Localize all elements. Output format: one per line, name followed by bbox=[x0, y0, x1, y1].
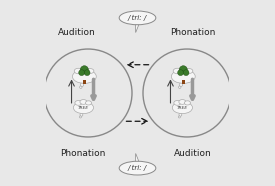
Ellipse shape bbox=[80, 100, 87, 104]
Text: / tri: /: / tri: / bbox=[128, 15, 147, 21]
Circle shape bbox=[84, 70, 90, 76]
Circle shape bbox=[79, 70, 84, 76]
Ellipse shape bbox=[185, 101, 191, 105]
Ellipse shape bbox=[75, 100, 82, 105]
Ellipse shape bbox=[80, 67, 89, 73]
Ellipse shape bbox=[171, 70, 195, 83]
Text: TREE: TREE bbox=[177, 106, 188, 110]
Ellipse shape bbox=[119, 11, 156, 25]
Ellipse shape bbox=[87, 69, 94, 73]
Ellipse shape bbox=[179, 100, 186, 104]
Circle shape bbox=[79, 116, 81, 118]
Circle shape bbox=[80, 66, 88, 74]
Circle shape bbox=[178, 70, 183, 76]
Text: TREE: TREE bbox=[78, 106, 89, 110]
Bar bbox=[182, 80, 185, 84]
Polygon shape bbox=[135, 24, 139, 33]
Ellipse shape bbox=[179, 67, 188, 73]
Ellipse shape bbox=[119, 161, 156, 175]
Circle shape bbox=[179, 66, 187, 74]
Circle shape bbox=[80, 83, 84, 86]
Ellipse shape bbox=[173, 68, 182, 74]
Ellipse shape bbox=[72, 70, 96, 83]
Text: Phonation: Phonation bbox=[60, 149, 105, 158]
Polygon shape bbox=[135, 153, 139, 162]
Ellipse shape bbox=[73, 102, 94, 114]
Ellipse shape bbox=[174, 100, 181, 105]
Text: Audition: Audition bbox=[58, 28, 96, 37]
Text: Audition: Audition bbox=[174, 149, 211, 158]
Circle shape bbox=[80, 113, 83, 116]
Text: Phonation: Phonation bbox=[170, 28, 215, 37]
Ellipse shape bbox=[74, 68, 82, 74]
Bar bbox=[83, 80, 86, 84]
Ellipse shape bbox=[172, 102, 192, 114]
Ellipse shape bbox=[86, 101, 92, 105]
Circle shape bbox=[178, 86, 181, 88]
Circle shape bbox=[178, 116, 180, 118]
Text: / tri: /: / tri: / bbox=[128, 165, 147, 171]
Ellipse shape bbox=[186, 69, 193, 73]
Circle shape bbox=[183, 70, 189, 76]
Circle shape bbox=[79, 86, 82, 88]
Circle shape bbox=[179, 113, 182, 116]
Circle shape bbox=[179, 83, 183, 86]
